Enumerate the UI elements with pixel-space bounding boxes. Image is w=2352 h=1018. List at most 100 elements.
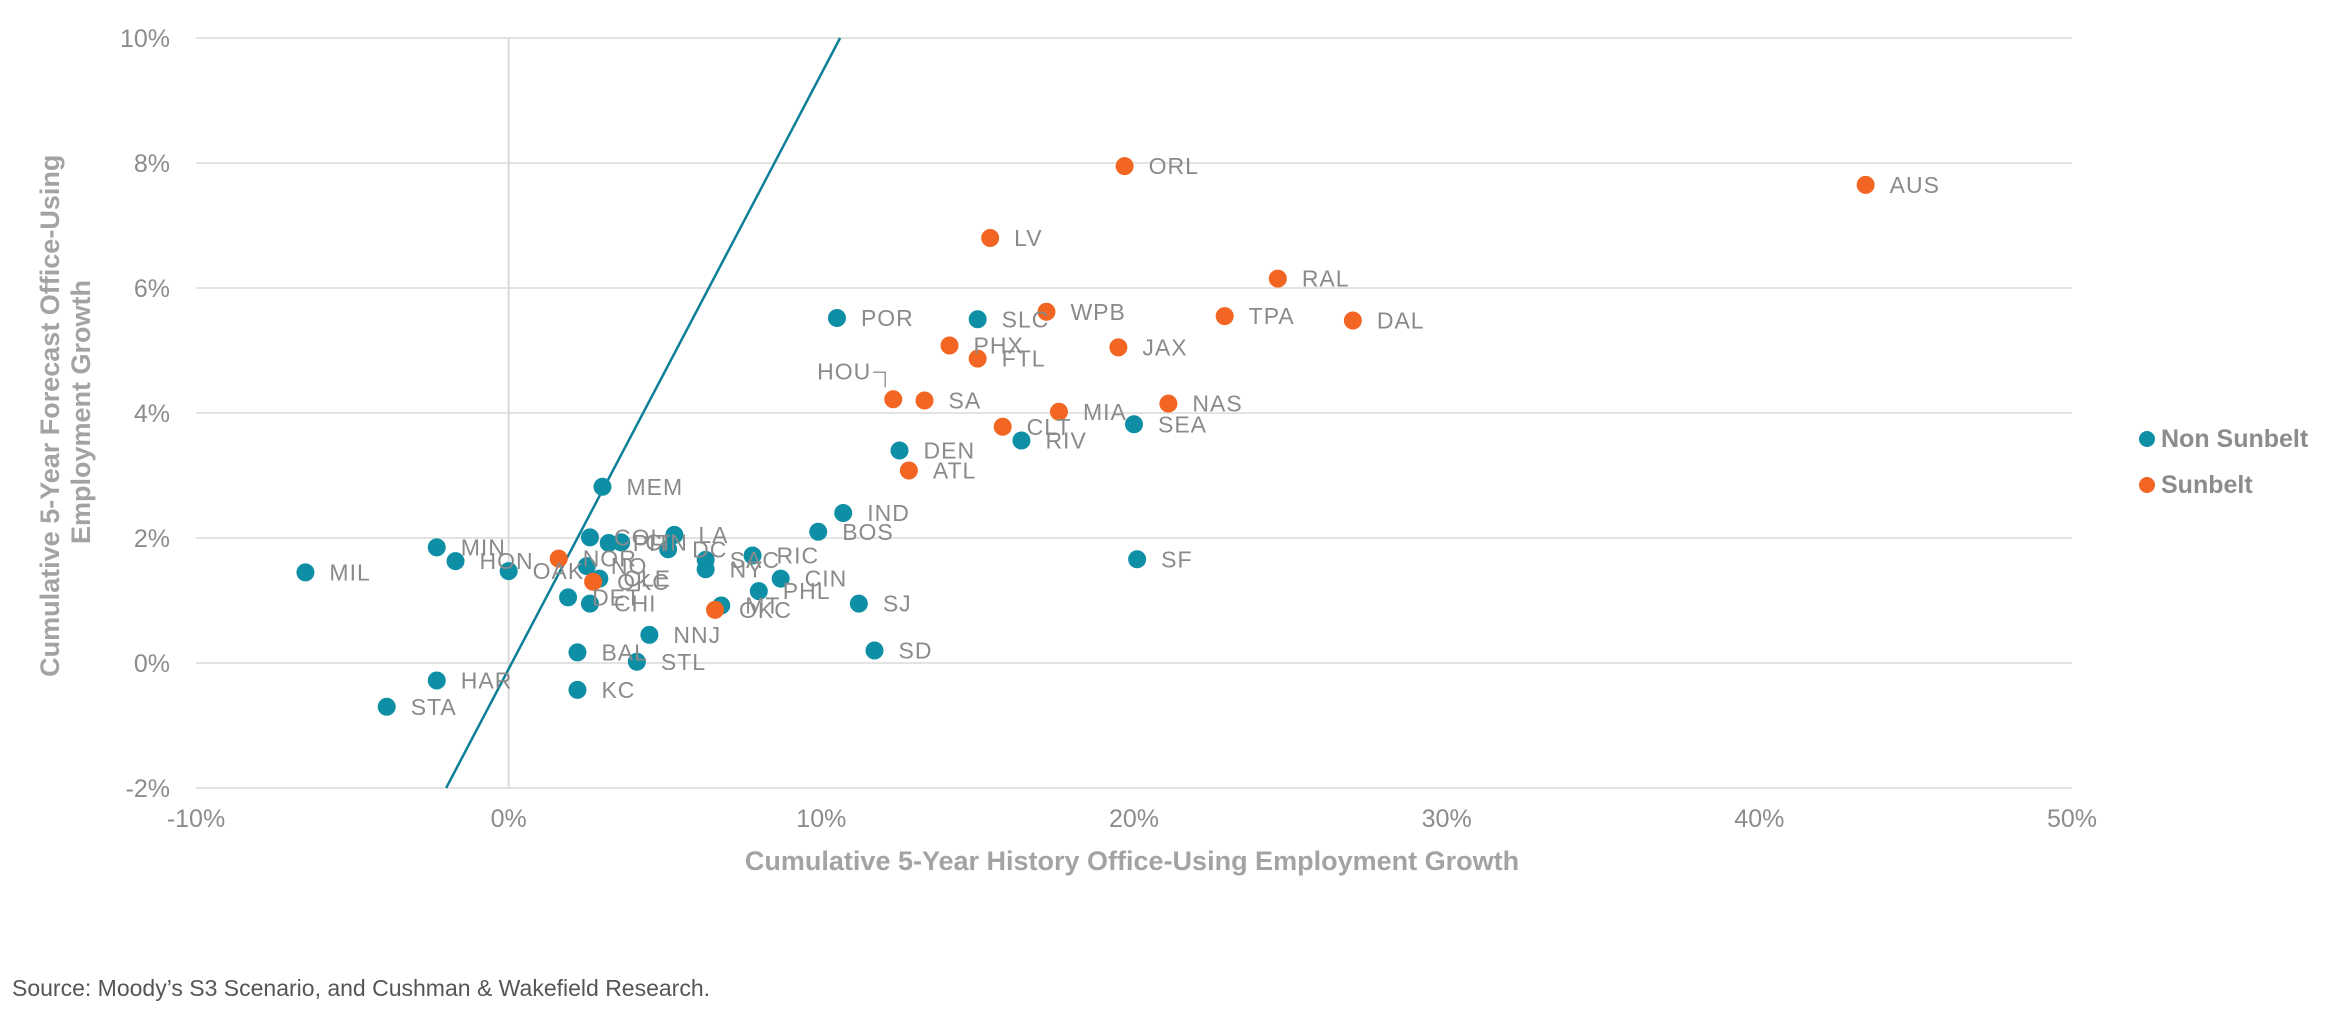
point-non-sunbelt-det[interactable] (559, 588, 578, 607)
point-non-sunbelt-ind[interactable] (834, 504, 853, 522)
point-label-nor: NOR (583, 546, 637, 572)
point-non-sunbelt-sf[interactable] (1128, 550, 1147, 569)
legend-item-non-sunbelt[interactable]: Non Sunbelt (2139, 425, 2309, 453)
x-tick-label: 10% (796, 805, 846, 833)
point-sunbelt-okc[interactable] (706, 600, 725, 619)
point-sunbelt-nor[interactable] (549, 549, 568, 568)
point-sunbelt-jax[interactable] (1109, 338, 1128, 357)
y-tick-label: 4% (134, 400, 170, 428)
point-sunbelt-phx[interactable] (940, 336, 959, 355)
point-non-sunbelt-mil[interactable] (296, 563, 315, 582)
point-non-sunbelt-oak[interactable] (499, 562, 518, 581)
point-non-sunbelt-bos[interactable] (809, 522, 828, 541)
point-non-sunbelt-nnj[interactable] (640, 625, 659, 644)
legend: Non Sunbelt Sunbelt (2139, 425, 2309, 499)
point-non-sunbelt-stl[interactable] (627, 652, 646, 671)
point-non-sunbelt-phl[interactable] (749, 582, 768, 601)
point-sunbelt-orl[interactable] (1115, 157, 1134, 176)
point-sunbelt-sa[interactable] (915, 391, 934, 410)
point-non-sunbelt-slc[interactable] (968, 310, 987, 329)
point-non-sunbelt-sac[interactable] (696, 550, 715, 569)
point-label-mem: MEM (626, 474, 683, 500)
point-sunbelt-tpa[interactable] (1215, 307, 1234, 326)
point-non-sunbelt-por[interactable] (827, 309, 846, 327)
point-non-sunbelt-kc[interactable] (568, 680, 587, 699)
point-sunbelt-clt[interactable] (993, 417, 1012, 436)
point-label-nnj: NNJ (673, 622, 721, 648)
point-label-sj: SJ (883, 591, 912, 617)
point-label-stl: STL (661, 649, 706, 675)
point-label-ral: RAL (1302, 266, 1350, 292)
point-label-nas: NAS (1192, 391, 1242, 417)
point-label-kc: KC (601, 677, 635, 703)
point-sunbelt-hou[interactable] (884, 390, 903, 409)
legend-label-sunbelt: Sunbelt (2161, 471, 2253, 499)
point-sunbelt-dal[interactable] (1343, 311, 1362, 330)
point-label-det: DET (592, 584, 641, 610)
point-label-jax: JAX (1142, 334, 1187, 360)
point-non-sunbelt-cin[interactable] (771, 569, 790, 588)
point-label-cin: CIN (645, 529, 688, 555)
point-non-sunbelt-bal[interactable] (568, 643, 587, 662)
point-sunbelt-ral[interactable] (1268, 269, 1287, 288)
point-label-bal: BAL (601, 639, 647, 665)
point-sunbelt-wpb[interactable] (1037, 302, 1056, 321)
point-label-oak: OAK (533, 558, 585, 584)
point-label-okc: OKC (739, 597, 792, 623)
y-tick-label: 2% (134, 525, 170, 553)
point-non-sunbelt-den[interactable] (890, 441, 909, 460)
point-label-col: COL (614, 524, 664, 550)
point-label-atl: ATL (933, 458, 976, 484)
point-label-phx: PHX (974, 333, 1024, 359)
point-sunbelt-nas[interactable] (1159, 394, 1178, 413)
x-tick-label: 50% (2047, 805, 2097, 833)
legend-item-sunbelt[interactable]: Sunbelt (2139, 471, 2253, 499)
point-non-sunbelt-ric[interactable] (743, 546, 762, 565)
point-non-sunbelt-la[interactable] (665, 525, 684, 544)
point-non-sunbelt-dc[interactable] (659, 540, 678, 559)
point-non-sunbelt-sd[interactable] (865, 641, 884, 660)
point-non-sunbelt-cin[interactable] (612, 533, 631, 552)
point-label-clt: CLT (1027, 414, 1072, 440)
point-non-sunbelt-riv[interactable] (1012, 431, 1031, 450)
point-label-no: NO (611, 553, 648, 579)
parity-reference-line (445, 37, 842, 789)
point-sunbelt-okc[interactable] (584, 572, 603, 591)
point-non-sunbelt-har[interactable] (427, 671, 446, 690)
point-label-den: DEN (924, 438, 976, 464)
y-axis-title-line-1: Cumulative 5-Year Forecast Office-Using (35, 155, 65, 677)
point-label-sac: SAC (730, 547, 780, 573)
y-tick-label: -2% (126, 775, 170, 803)
point-non-sunbelt-col[interactable] (580, 528, 599, 547)
point-label-min: MIN (461, 534, 506, 560)
point-sunbelt-ftl[interactable] (968, 349, 987, 368)
point-label-bos: BOS (842, 519, 894, 545)
point-label-pit: PIT (633, 530, 672, 556)
point-label-sea: SEA (1158, 411, 1207, 437)
point-non-sunbelt-sea[interactable] (1125, 415, 1143, 434)
y-tick-label: 10% (120, 25, 170, 53)
point-label-riv: RIV (1045, 428, 1086, 454)
point-sunbelt-atl[interactable] (899, 461, 918, 480)
point-non-sunbelt-hon[interactable] (446, 552, 465, 571)
point-non-sunbelt-sta[interactable] (377, 697, 396, 716)
point-label-ric: RIC (777, 543, 820, 569)
point-non-sunbelt-min[interactable] (427, 538, 446, 557)
point-sunbelt-mia[interactable] (1049, 402, 1068, 421)
x-axis-ticks: -10% 0% 10% 20% 30% 40% 50% (167, 805, 2097, 833)
x-tick-label: 0% (491, 805, 527, 833)
point-sunbelt-lv[interactable] (981, 229, 1000, 247)
point-non-sunbelt-chi[interactable] (580, 594, 599, 613)
point-non-sunbelt-mem[interactable] (593, 477, 612, 496)
point-sunbelt-aus[interactable] (1856, 175, 1875, 194)
x-tick-label: 40% (1734, 805, 1784, 833)
point-label-tpa: TPA (1249, 303, 1295, 329)
point-label-la: LA (698, 522, 728, 548)
point-non-sunbelt-no[interactable] (577, 557, 596, 576)
point-label-mia: MIA (1083, 399, 1127, 425)
point-non-sunbelt-sj[interactable] (849, 594, 868, 613)
point-label-hou: HOU (817, 358, 871, 384)
label-leader-lines (873, 371, 886, 388)
